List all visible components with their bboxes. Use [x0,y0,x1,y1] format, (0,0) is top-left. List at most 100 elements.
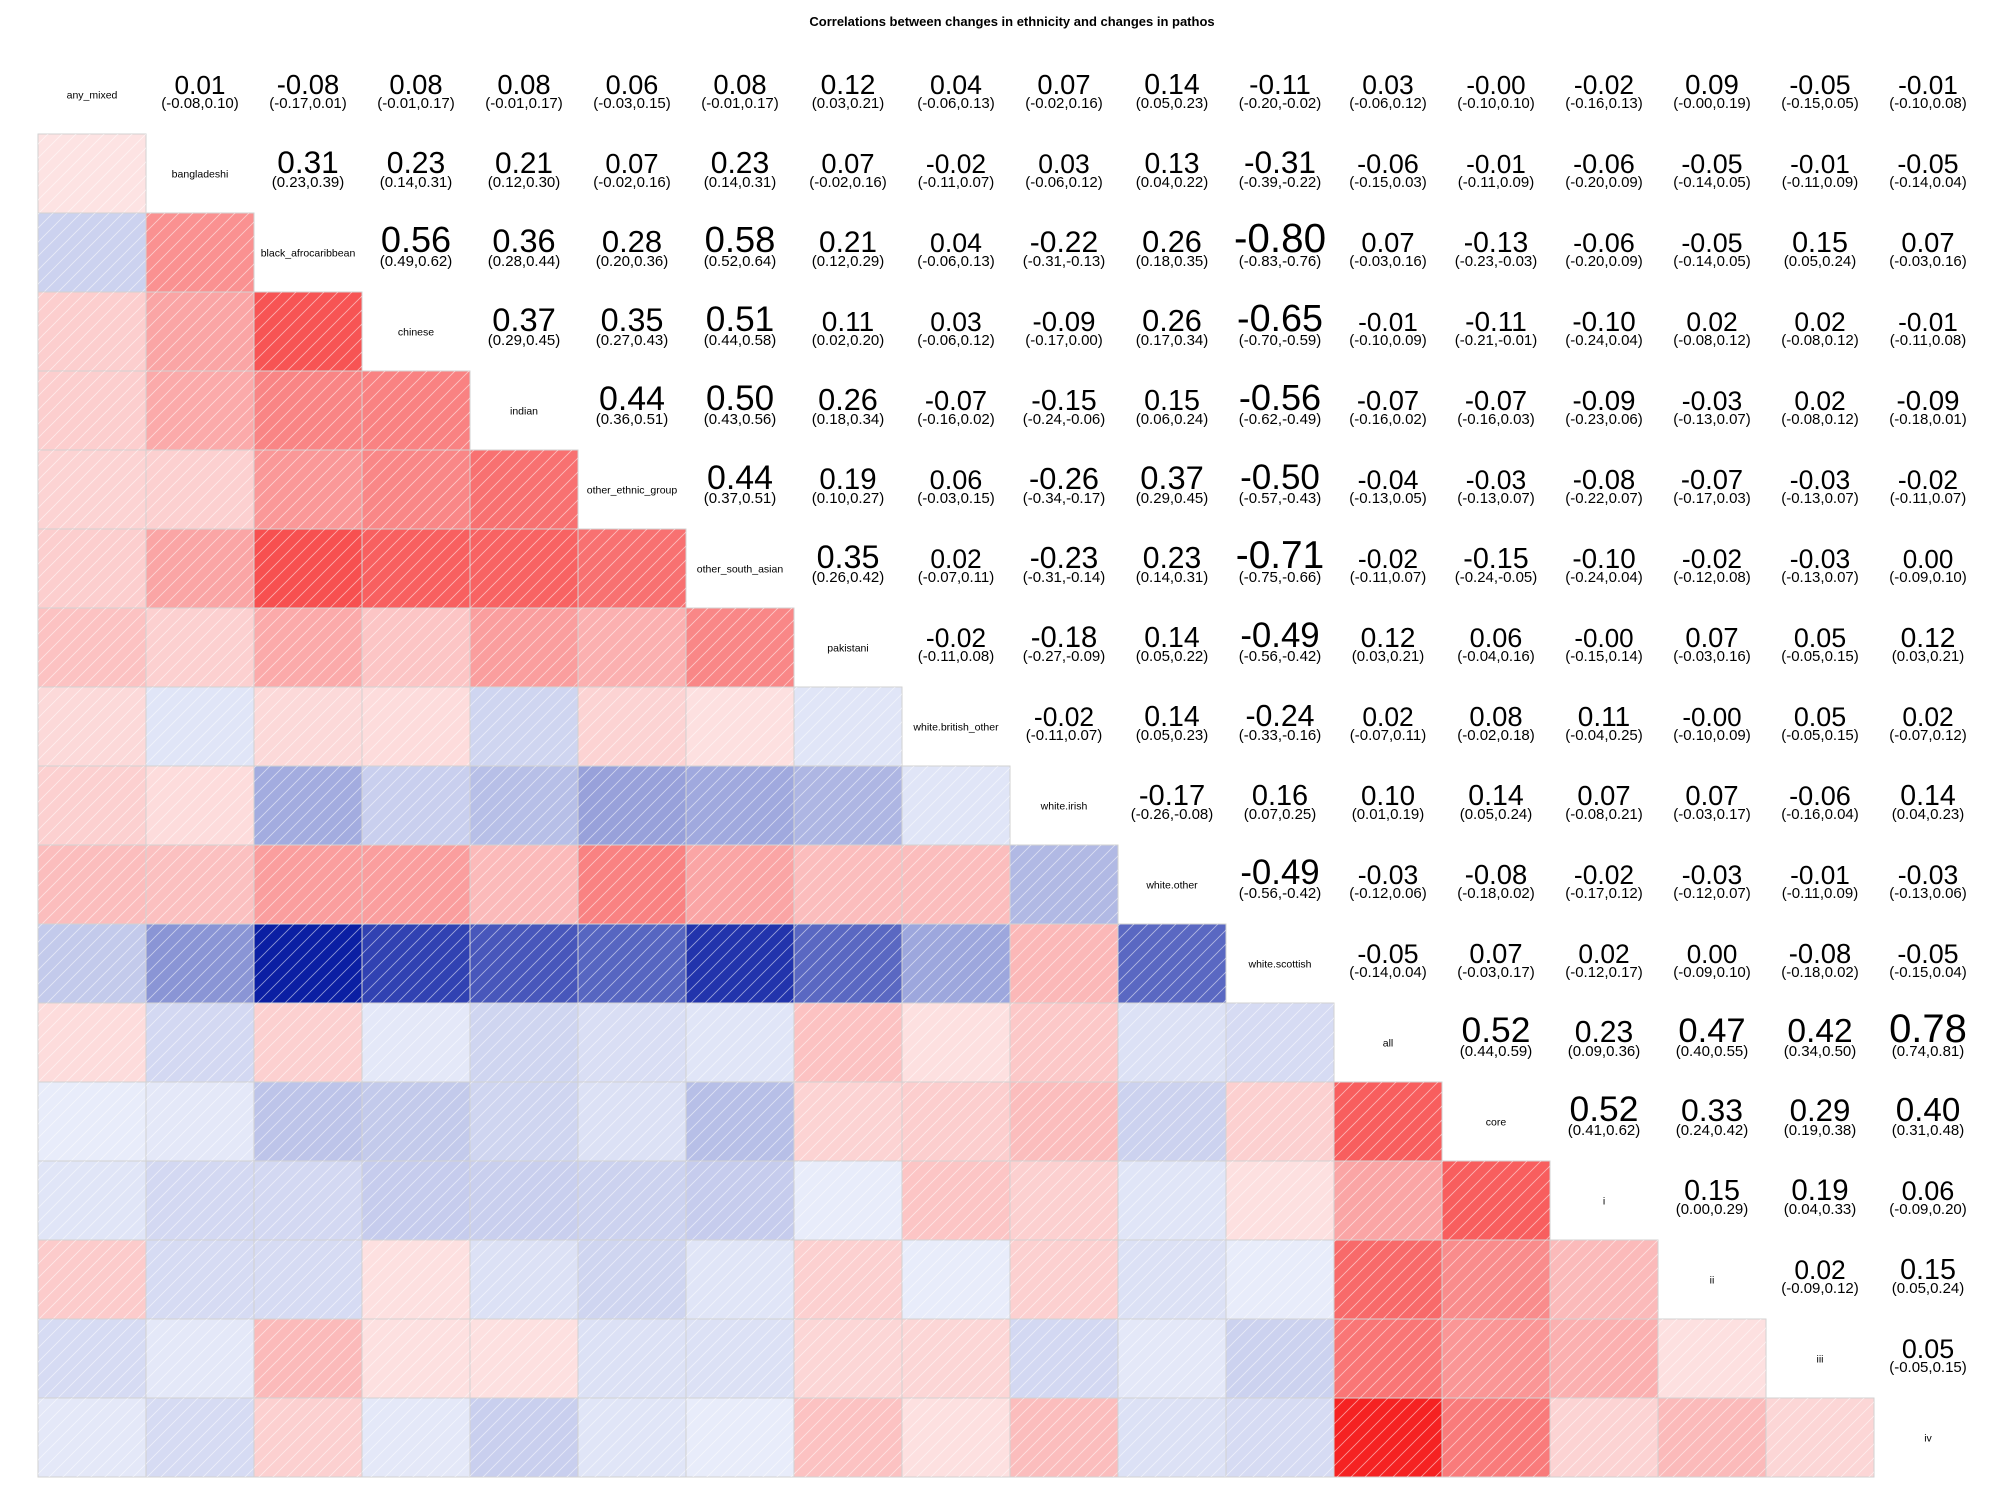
confidence-interval: (0.03,0.21) [812,95,885,112]
confidence-interval: (0.37,0.51) [704,490,777,507]
confidence-interval: (-0.03,0.16) [1673,648,1751,665]
confidence-interval: (0.05,0.24) [1892,1280,1965,1297]
cell-hatch [470,450,578,529]
cell-hatch [1766,1398,1874,1477]
confidence-interval: (-0.05,0.15) [1781,648,1859,665]
confidence-interval: (-0.11,0.09) [1782,174,1858,191]
confidence-interval: (-0.09,0.10) [1889,569,1967,586]
correlation-value: 0.15 [1900,1254,1956,1286]
confidence-interval: (-0.03,0.17) [1673,806,1751,823]
cell-hatch [1010,1082,1118,1161]
correlation-value: 0.07 [1577,780,1630,811]
confidence-interval: (-0.16,0.02) [917,411,995,428]
correlation-value: -0.09 [1033,306,1096,337]
cell-hatch [38,1240,146,1319]
correlation-value: -0.06 [1357,148,1419,179]
cell-hatch [1550,1398,1658,1477]
correlation-value: -0.07 [1465,385,1527,416]
cell-hatch [470,924,578,1003]
cell-hatch [38,292,146,371]
confidence-interval: (0.04,0.22) [1136,174,1209,191]
cell-hatch [470,608,578,687]
cell-hatch [578,1240,686,1319]
cell-hatch [1658,1319,1766,1398]
correlation-value: 0.12 [1361,621,1416,653]
correlation-value: -0.22 [1030,226,1098,259]
confidence-interval: (0.02,0.20) [812,332,885,349]
correlation-value: 0.08 [389,69,442,100]
correlation-value: 0.06 [606,69,659,100]
cell-hatch [578,687,686,766]
cell-hatch [38,766,146,845]
cell-hatch [362,529,470,608]
confidence-interval: (-0.17,0.01) [269,95,347,112]
correlation-value: 0.44 [707,459,773,497]
confidence-interval: (-0.12,0.17) [1565,964,1643,981]
confidence-interval: (0.40,0.55) [1676,1043,1749,1060]
confidence-interval: (-0.09,0.20) [1889,1201,1967,1218]
confidence-interval: (-0.03,0.16) [1349,253,1427,270]
correlation-value: 0.15 [1684,1175,1740,1207]
correlation-value: 0.15 [1792,227,1848,259]
confidence-interval: (-0.06,0.12) [917,332,995,349]
confidence-interval: (-0.12,0.06) [1349,885,1427,902]
confidence-interval: (0.43,0.56) [704,411,777,428]
correlation-value: 0.07 [821,148,874,179]
cell-hatch [470,1319,578,1398]
cell-hatch [146,1398,254,1477]
cell-hatch [1226,1003,1334,1082]
cell-hatch [686,845,794,924]
cell-hatch [794,1319,902,1398]
correlation-value: 0.05 [1794,702,1846,732]
cell-hatch [578,1003,686,1082]
variable-label: all [1383,1038,1394,1050]
correlation-value: -0.65 [1237,297,1323,339]
confidence-interval: (-0.07,0.12) [1889,727,1967,744]
confidence-interval: (0.06,0.24) [1136,411,1209,428]
confidence-interval: (0.29,0.45) [1136,490,1209,507]
confidence-interval: (-0.14,0.04) [1889,174,1967,191]
confidence-interval: (0.27,0.43) [596,332,669,349]
correlation-value: -0.03 [1790,544,1850,574]
correlation-value: 0.23 [1575,1016,1634,1049]
correlation-value: 0.23 [711,147,770,180]
cell-hatch [1334,1319,1442,1398]
cell-hatch [1010,1319,1118,1398]
correlation-value: 0.08 [1469,701,1522,732]
confidence-interval: (-0.13,0.06) [1889,885,1967,902]
correlation-value: 0.14 [1144,69,1200,101]
confidence-interval: (-0.22,0.07) [1565,490,1643,507]
cell-hatch [1442,1161,1550,1240]
confidence-interval: (0.12,0.29) [812,253,885,270]
confidence-interval: (0.41,0.62) [1568,1122,1641,1139]
confidence-interval: (0.29,0.45) [488,332,561,349]
confidence-interval: (-0.03,0.16) [1889,253,1967,270]
correlation-value: 0.16 [1252,780,1308,812]
variable-label: ii [1710,1275,1715,1287]
variable-label: other_south_asian [697,564,784,576]
correlation-value: 0.12 [821,68,876,100]
confidence-interval: (0.05,0.23) [1136,95,1209,112]
cell-hatch [362,1319,470,1398]
correlation-value: 0.31 [277,144,339,180]
confidence-interval: (0.17,0.34) [1136,332,1209,349]
confidence-interval: (-0.01,0.17) [701,95,779,112]
correlation-value: 0.00 [1903,544,1954,574]
correlation-value: -0.01 [1466,149,1526,179]
cell-hatch [1226,1240,1334,1319]
variable-label: iv [1924,1433,1932,1445]
confidence-interval: (-0.16,0.13) [1565,95,1643,112]
variable-label: any_mixed [67,90,118,102]
cell-hatch [470,529,578,608]
correlation-value: -0.01 [1358,307,1418,337]
cell-hatch [1442,1319,1550,1398]
confidence-interval: (-0.02,0.16) [1025,95,1103,112]
correlation-value: -0.05 [1681,149,1742,179]
confidence-interval: (0.26,0.42) [812,569,885,586]
correlation-value: -0.03 [1358,860,1418,890]
correlation-value: 0.23 [387,147,446,180]
cell-hatch [38,371,146,450]
cell-hatch [254,1082,362,1161]
cell-hatch [578,1319,686,1398]
confidence-interval: (-0.06,0.13) [917,95,995,112]
